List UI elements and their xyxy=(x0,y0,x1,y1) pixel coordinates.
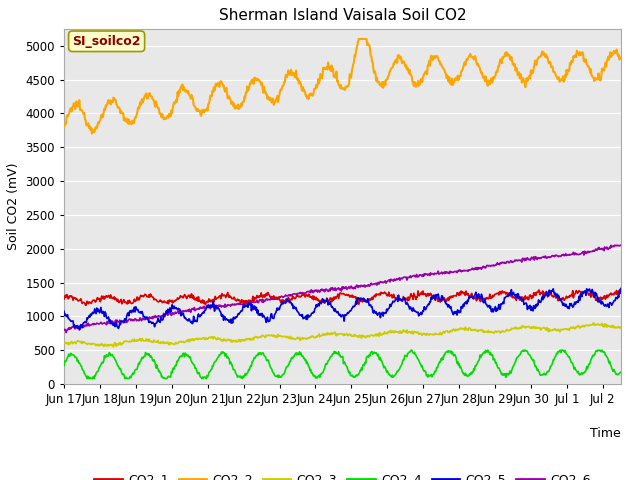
Legend: CO2_1, CO2_2, CO2_3, CO2_4, CO2_5, CO2_6: CO2_1, CO2_2, CO2_3, CO2_4, CO2_5, CO2_6 xyxy=(89,468,596,480)
X-axis label: Time: Time xyxy=(590,427,621,440)
Text: SI_soilco2: SI_soilco2 xyxy=(72,35,141,48)
Y-axis label: Soil CO2 (mV): Soil CO2 (mV) xyxy=(7,163,20,250)
Title: Sherman Island Vaisala Soil CO2: Sherman Island Vaisala Soil CO2 xyxy=(219,9,466,24)
